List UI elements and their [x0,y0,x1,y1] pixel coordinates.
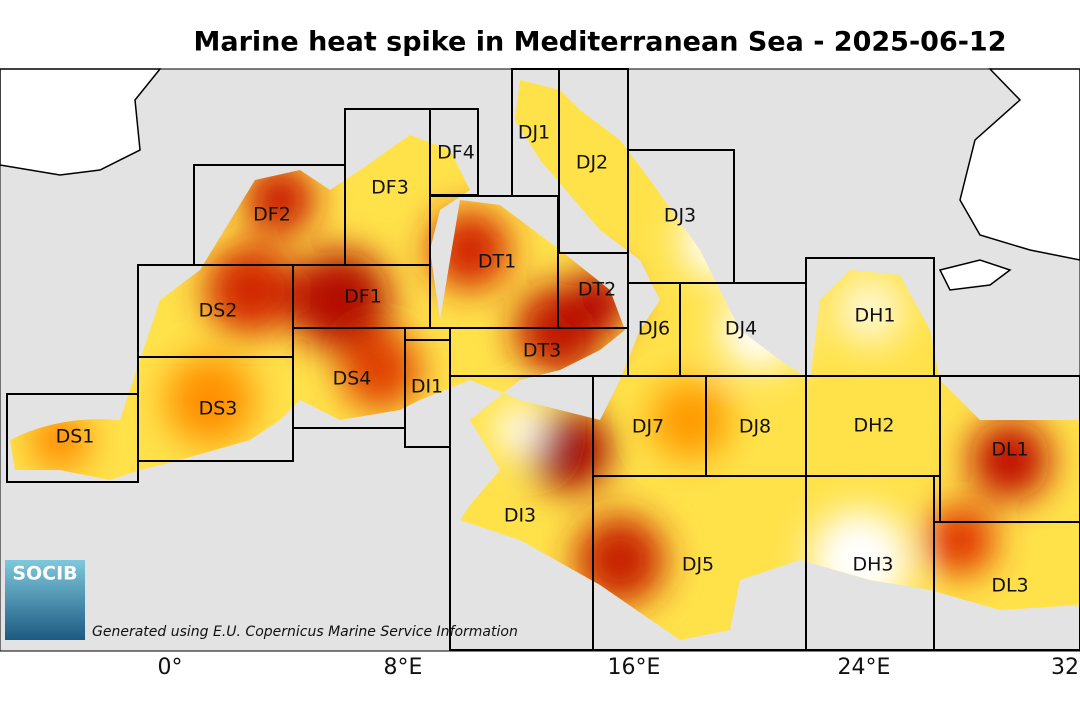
x-tick-label: 8°E [384,655,423,680]
region-label: DJ4 [725,318,757,340]
region-label: DT3 [523,340,561,362]
region-label: DS4 [333,368,372,390]
region-label: DT1 [478,251,516,273]
region-label: DF1 [344,286,382,308]
logo-text: SOCIB [12,563,77,585]
x-tick-label: 32 [1051,655,1079,680]
region-label: DL1 [991,439,1028,461]
land [0,68,1080,291]
region-label: DL3 [991,575,1028,597]
region-label: DH2 [853,415,894,437]
region-label: DF2 [253,204,291,226]
region-label: DT2 [578,279,616,301]
x-tick-label: 16°E [608,655,661,680]
region-label: DJ5 [682,554,714,576]
region-label: DJ3 [664,205,696,227]
region-label: DF3 [371,177,409,199]
map-title: Marine heat spike in Mediterranean Sea -… [193,27,1006,58]
region-label: DJ2 [576,152,608,174]
region-label: DS2 [199,300,238,322]
x-tick-label: 24°E [838,655,891,680]
region-label: DF4 [437,142,475,164]
region-label: DS3 [199,398,238,420]
region-label: DJ8 [739,416,771,438]
region-label: DJ1 [518,122,550,144]
x-tick-label: 0° [158,655,183,680]
region-label: DJ6 [638,318,670,340]
region-label: DH1 [854,305,895,327]
region-boxes [6,68,1080,651]
credit: Generated using E.U. Copernicus Marine S… [92,624,518,640]
region-label: DH3 [852,554,893,576]
region-label: DI3 [504,505,536,527]
logo-mark [5,560,85,640]
region-label: DJ7 [632,416,664,438]
region-label: DS1 [56,426,95,448]
region-label: DI1 [411,376,443,398]
